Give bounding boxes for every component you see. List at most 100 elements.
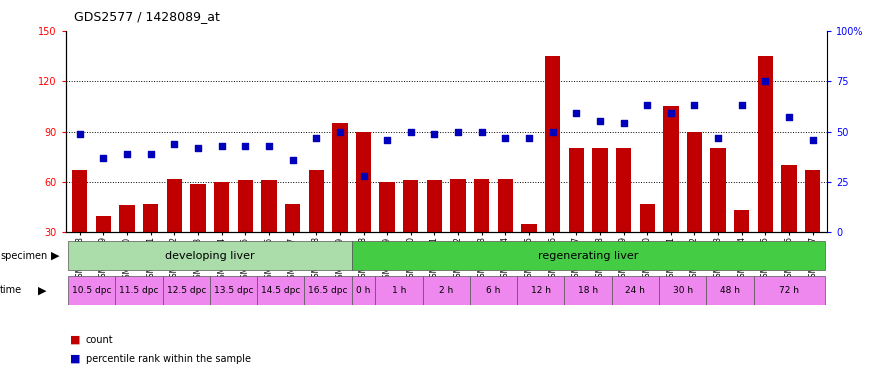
Bar [474, 179, 489, 283]
Point [96, 155, 110, 161]
Point [332, 128, 346, 135]
Text: 24 h: 24 h [626, 286, 646, 295]
Bar [470, 276, 517, 305]
Point [262, 142, 276, 149]
Point [735, 102, 749, 108]
Bar [564, 276, 612, 305]
Bar [167, 179, 182, 283]
Text: percentile rank within the sample: percentile rank within the sample [86, 354, 251, 364]
Text: 18 h: 18 h [578, 286, 598, 295]
Point [688, 102, 702, 108]
Bar [612, 276, 659, 305]
Point [617, 120, 631, 126]
Text: 2 h: 2 h [439, 286, 453, 295]
Point [403, 128, 417, 135]
Bar [427, 180, 442, 283]
Bar [72, 170, 88, 283]
Point [452, 128, 466, 135]
Bar [663, 106, 678, 283]
Point [759, 78, 773, 84]
Bar [517, 276, 564, 305]
Bar [706, 276, 753, 305]
Point [380, 136, 394, 142]
Bar [423, 276, 470, 305]
Bar [616, 148, 631, 283]
Text: 11.5 dpc: 11.5 dpc [119, 286, 158, 295]
Bar [758, 56, 774, 283]
Text: developing liver: developing liver [165, 251, 255, 261]
Bar [380, 182, 395, 283]
Point [214, 142, 228, 149]
Point [782, 114, 796, 121]
Text: 30 h: 30 h [673, 286, 693, 295]
Bar [214, 182, 229, 283]
Bar [163, 276, 210, 305]
Text: specimen: specimen [0, 251, 47, 261]
Point [238, 142, 252, 149]
Text: time: time [0, 285, 22, 295]
Text: count: count [86, 335, 114, 345]
Text: ■: ■ [70, 354, 80, 364]
Point [120, 151, 134, 157]
Bar [781, 165, 797, 283]
Point [356, 173, 370, 179]
Text: 6 h: 6 h [487, 286, 500, 295]
Bar [805, 170, 821, 283]
Bar [95, 215, 111, 283]
Text: 1 h: 1 h [392, 286, 406, 295]
Point [570, 110, 584, 116]
Point [285, 157, 299, 163]
Bar [257, 276, 304, 305]
Point [475, 128, 489, 135]
Point [144, 151, 158, 157]
Bar [753, 276, 824, 305]
Bar [210, 276, 257, 305]
Point [711, 134, 725, 141]
Bar [356, 131, 371, 283]
Text: 0 h: 0 h [356, 286, 371, 295]
Bar [285, 204, 300, 283]
Bar [116, 276, 163, 305]
Bar [352, 276, 375, 305]
Bar [569, 148, 584, 283]
Bar [710, 148, 725, 283]
Text: 13.5 dpc: 13.5 dpc [214, 286, 253, 295]
Bar [734, 210, 750, 283]
Bar [191, 184, 206, 283]
Bar [68, 242, 352, 270]
Point [522, 134, 536, 141]
Text: ■: ■ [70, 335, 80, 345]
Text: GDS2577 / 1428089_at: GDS2577 / 1428089_at [74, 10, 220, 23]
Text: regenerating liver: regenerating liver [538, 251, 638, 261]
Point [593, 118, 607, 124]
Text: ▶: ▶ [38, 285, 46, 295]
Bar [687, 131, 702, 283]
Point [664, 110, 678, 116]
Text: ▶: ▶ [51, 251, 60, 261]
Bar [592, 148, 607, 283]
Bar [119, 205, 135, 283]
Bar [498, 179, 513, 283]
Bar [238, 180, 253, 283]
Bar [143, 204, 158, 283]
Bar [304, 276, 352, 305]
Point [427, 131, 441, 137]
Bar [640, 204, 654, 283]
Bar [332, 123, 347, 283]
Text: 48 h: 48 h [720, 286, 740, 295]
Text: 10.5 dpc: 10.5 dpc [72, 286, 111, 295]
Text: 12.5 dpc: 12.5 dpc [166, 286, 206, 295]
Bar [451, 179, 466, 283]
Bar [659, 276, 706, 305]
Point [309, 134, 323, 141]
Point [167, 141, 181, 147]
Text: 72 h: 72 h [779, 286, 799, 295]
Point [546, 128, 560, 135]
Bar [545, 56, 560, 283]
Point [191, 144, 205, 151]
Point [640, 102, 654, 108]
Bar [352, 242, 824, 270]
Bar [262, 180, 276, 283]
Bar [309, 170, 324, 283]
Bar [403, 180, 418, 283]
